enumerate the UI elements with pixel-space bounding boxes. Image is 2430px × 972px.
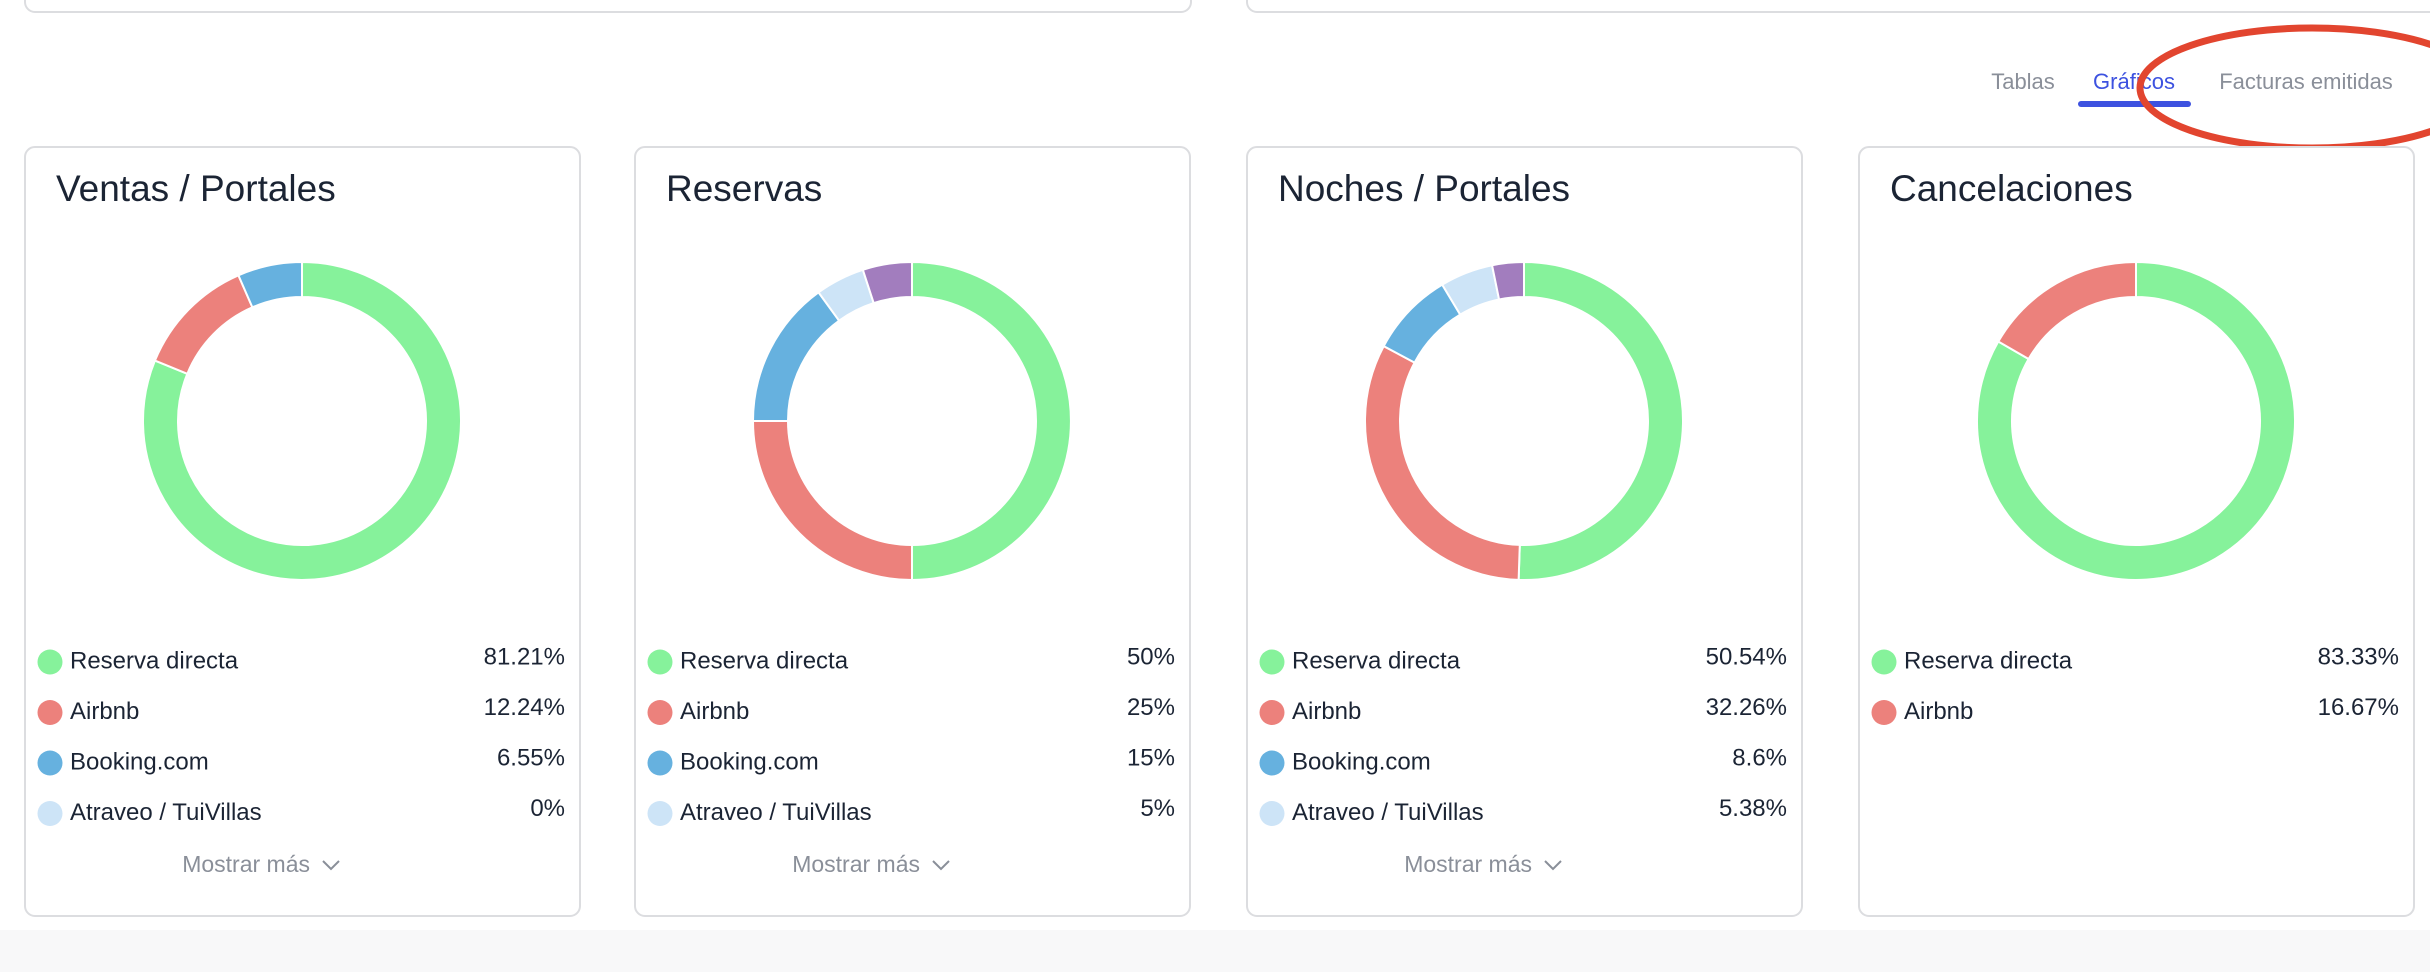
legend-dot	[1259, 801, 1285, 826]
legend-value: 25%	[1127, 694, 1175, 721]
tab-underline	[2078, 101, 2191, 107]
legend-label: Reserva directa	[1904, 647, 2073, 674]
legend-dot	[647, 649, 673, 675]
legend-label: Booking.com	[70, 748, 209, 775]
tab[interactable]: Facturas emitidas	[2219, 69, 2393, 94]
legend-dot	[1259, 750, 1285, 776]
legend-dot	[1259, 649, 1285, 675]
legend-dot	[1871, 649, 1897, 675]
legend-label: Atraveo / TuiVillas	[680, 799, 872, 826]
legend-value: 5%	[1140, 795, 1175, 822]
legend-label: Reserva directa	[70, 647, 239, 674]
legend-label: Booking.com	[1292, 748, 1431, 775]
legend-value: 0%	[530, 795, 565, 822]
legend-dot	[647, 750, 673, 776]
footer-band	[0, 930, 2430, 972]
legend-label: Atraveo / TuiVillas	[1292, 799, 1484, 826]
legend-value: 15%	[1127, 744, 1175, 771]
legend-label: Airbnb	[1904, 698, 1973, 725]
charts: Ventas / Portales Reserva directa 81.21% Ai…	[24, 146, 2415, 917]
legend-value: 81.21%	[484, 643, 565, 670]
card	[24, 146, 581, 917]
legend-dot	[1871, 700, 1897, 725]
card-title: Cancelaciones	[1890, 168, 2133, 209]
legend-dot	[647, 700, 673, 725]
legend-value: 50.54%	[1706, 643, 1787, 670]
card	[1246, 146, 1803, 917]
card-title: Ventas / Portales	[56, 168, 336, 209]
legend-dot	[1259, 700, 1285, 725]
donut-slice	[1996, 260, 2137, 361]
legend-dot	[37, 801, 63, 826]
legend-dot	[37, 750, 63, 776]
legend-dot	[37, 700, 63, 725]
chevron	[1544, 860, 1562, 871]
donut-slice	[911, 260, 1072, 582]
legend-label: Airbnb	[680, 698, 749, 725]
legend-value: 8.6%	[1732, 744, 1787, 771]
legend-label: Airbnb	[1292, 698, 1361, 725]
card-title: Reservas	[666, 168, 822, 209]
legend-label: Airbnb	[70, 698, 139, 725]
legend-value: 16.67%	[2318, 694, 2399, 721]
legend-dot	[37, 649, 63, 675]
legend-value: 32.26%	[1706, 694, 1787, 721]
legend-dot	[647, 801, 673, 826]
show-more[interactable]: Mostrar más	[792, 851, 920, 877]
card	[1858, 146, 2415, 917]
donut-slice	[1490, 260, 1525, 301]
card	[634, 146, 1191, 917]
legend-label: Reserva directa	[1292, 647, 1461, 674]
tab-active[interactable]: Gráficos	[2093, 69, 2175, 94]
legend-label: Atraveo / TuiVillas	[70, 799, 262, 826]
top-card	[1246, 0, 2430, 13]
show-more[interactable]: Mostrar más	[182, 851, 310, 877]
legend-value: 50%	[1127, 643, 1175, 670]
chevron	[932, 860, 950, 871]
chevron	[322, 860, 340, 871]
donut-slice	[1517, 260, 1684, 581]
donut-slice	[142, 260, 462, 581]
tab[interactable]: Tablas	[1991, 69, 2055, 94]
card-title: Noches / Portales	[1278, 168, 1570, 209]
legend-value: 5.38%	[1719, 795, 1787, 822]
legend-value: 6.55%	[497, 744, 565, 771]
legend-value: 83.33%	[2318, 643, 2399, 670]
top-card	[24, 0, 1192, 13]
donut-slice	[1976, 260, 2297, 581]
show-more[interactable]: Mostrar más	[1404, 851, 1532, 877]
legend-label: Reserva directa	[680, 647, 849, 674]
legend-value: 12.24%	[484, 694, 565, 721]
legend-label: Booking.com	[680, 748, 819, 775]
donut-slice	[861, 260, 913, 305]
